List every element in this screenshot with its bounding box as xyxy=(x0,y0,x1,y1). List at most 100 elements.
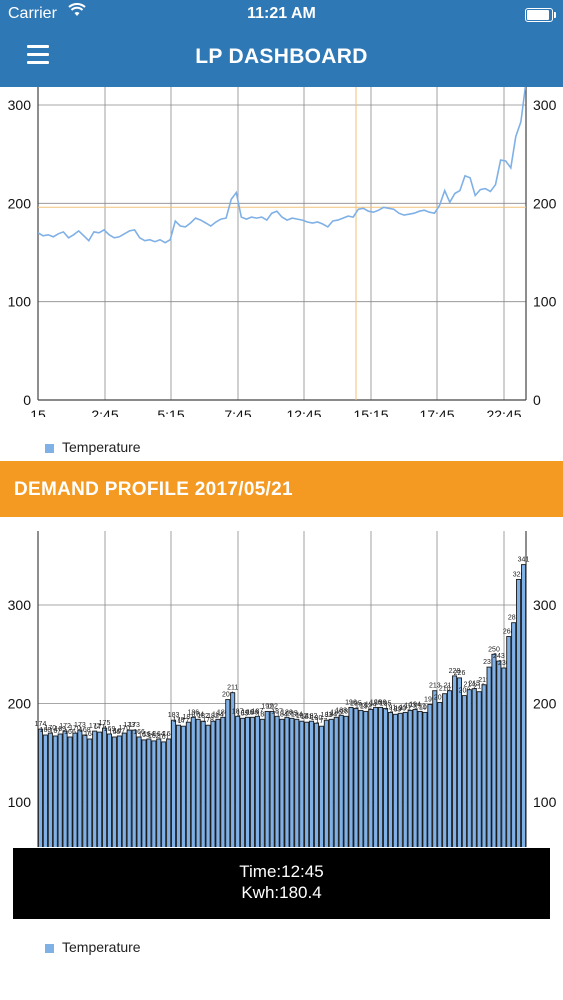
bar xyxy=(249,716,255,908)
bar xyxy=(116,735,122,908)
bar xyxy=(210,720,216,908)
bar-value-label: 213 xyxy=(429,683,441,690)
bar xyxy=(205,724,211,908)
bar-value-label: 161 xyxy=(158,734,170,741)
bar-value-label: 186 xyxy=(187,709,199,716)
bar xyxy=(323,719,329,908)
section-title: DEMAND PROFILE 2017/05/21 xyxy=(14,479,293,500)
bar xyxy=(407,709,413,908)
bar-value-label: 199 xyxy=(424,697,436,704)
bar-value-label: 174 xyxy=(35,721,47,728)
bar-value-label: 170 xyxy=(44,725,56,732)
bar xyxy=(412,708,418,908)
bar xyxy=(62,730,68,908)
bar-value-label: 243 xyxy=(493,653,505,660)
chart-tooltip: Time:12:45 Kwh:180.4 xyxy=(13,848,550,919)
hamburger-menu-icon[interactable] xyxy=(27,45,49,65)
bar xyxy=(171,719,177,908)
bar xyxy=(392,713,398,908)
bar xyxy=(225,699,231,908)
demand-bar-chart[interactable]: 100 100 200 200 300 300 174 168 170 167 169 172 166 1… xyxy=(0,517,563,908)
bar-value-label: 178 xyxy=(173,717,185,724)
bar xyxy=(190,716,196,908)
bar xyxy=(289,717,295,908)
bar xyxy=(67,736,73,908)
bar-value-label: 181 xyxy=(301,714,313,721)
bar xyxy=(274,715,280,908)
battery-icon xyxy=(525,8,556,22)
bar-value-label: 236 xyxy=(498,660,510,667)
bar xyxy=(516,578,522,908)
line-chart-canvas: 0 0 100 100 200 200 300 300 15 2:45 5:15 7:45 12:45 1… xyxy=(8,87,557,423)
y-tick-label-left: 0 xyxy=(23,392,31,408)
bar xyxy=(511,622,517,908)
bar-value-label: 164 xyxy=(163,731,175,738)
bar xyxy=(230,692,236,908)
bar xyxy=(328,718,334,908)
bar-value-label: 177 xyxy=(316,718,328,725)
bar xyxy=(195,718,201,908)
bar xyxy=(373,706,379,908)
bar xyxy=(77,729,83,908)
bar xyxy=(294,718,300,908)
bar xyxy=(437,702,443,908)
bar xyxy=(269,710,275,908)
bar-value-label: 169 xyxy=(54,726,66,733)
bar xyxy=(476,691,482,908)
bar-value-label: 219 xyxy=(478,677,490,684)
bar-value-label: 196 xyxy=(345,699,357,706)
bar-value-label: 185 xyxy=(286,710,298,717)
bar xyxy=(200,720,206,908)
bar-value-label: 172 xyxy=(89,723,101,730)
bar-value-label: 186 xyxy=(242,709,254,716)
bar-value-label: 184 xyxy=(256,711,268,718)
bar xyxy=(87,738,93,908)
bar-value-label: 268 xyxy=(503,629,515,636)
tooltip-time: Time:12:45 xyxy=(239,862,324,881)
bar-value-label: 181 xyxy=(182,714,194,721)
temperature-line-chart[interactable]: 0 0 100 100 200 200 300 300 15 2:45 5:15 7:45 12:45 1… xyxy=(0,87,563,423)
bar-value-label: 208 xyxy=(459,688,471,695)
bar-value-label: 182 xyxy=(306,713,318,720)
bar xyxy=(506,636,512,908)
bar xyxy=(442,693,448,908)
bar-value-label: 172 xyxy=(59,723,71,730)
bar-value-label: 187 xyxy=(271,708,283,715)
bar-value-label: 184 xyxy=(212,711,224,718)
bar-value-label: 191 xyxy=(399,704,411,711)
bar xyxy=(284,716,290,908)
bar-value-label: 250 xyxy=(488,646,500,653)
legend-swatch xyxy=(45,443,54,453)
y-tick-label-right: 200 xyxy=(533,195,557,211)
bar-value-label: 192 xyxy=(414,703,426,710)
bar-value-label: 166 xyxy=(64,729,76,736)
y-tick-label-right: 300 xyxy=(533,597,557,613)
bar xyxy=(244,716,250,908)
bar xyxy=(215,718,221,908)
bar xyxy=(427,704,433,908)
bar xyxy=(111,736,117,908)
bar-value-label: 196 xyxy=(370,699,382,706)
bar xyxy=(447,690,453,908)
bar xyxy=(57,733,63,908)
bar-value-label: 186 xyxy=(247,709,259,716)
bar xyxy=(456,677,462,908)
bar xyxy=(422,711,428,908)
bar-value-label: 191 xyxy=(385,704,397,711)
page-title: LP DASHBOARD xyxy=(195,45,368,68)
x-tick-label: 7:45 xyxy=(224,407,251,417)
y-tick-label-left: 300 xyxy=(8,97,32,113)
legend-swatch xyxy=(45,943,54,953)
bar-value-label: 326 xyxy=(513,571,525,578)
bar xyxy=(338,714,344,908)
bar xyxy=(318,725,324,908)
bar-value-label: 237 xyxy=(483,659,495,666)
legend-label: Temperature xyxy=(62,939,141,955)
bar-value-label: 183 xyxy=(321,712,333,719)
status-time: 11:21 AM xyxy=(247,5,316,22)
bar-value-label: 173 xyxy=(74,722,86,729)
bar-value-label: 177 xyxy=(178,718,190,725)
bar xyxy=(106,733,112,908)
bar xyxy=(461,695,467,908)
